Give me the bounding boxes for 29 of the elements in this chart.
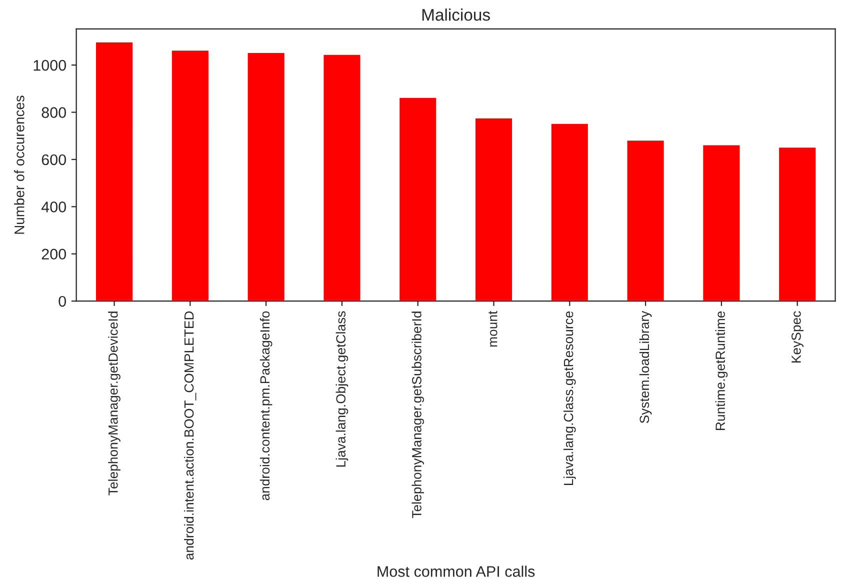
bar <box>398 96 438 302</box>
x-tick-label: android.content.pm.PackageInfo <box>260 311 272 500</box>
x-tick-label: Ljava.lang.Class.getResource <box>563 311 576 485</box>
x-tick-label: KeySpec <box>792 311 804 363</box>
bar <box>702 144 742 302</box>
y-tick-label: 800 <box>42 107 66 118</box>
y-tick-label: 400 <box>41 202 66 212</box>
x-tick-label: android.intent.action.BOOT_COMPLETED <box>184 311 196 560</box>
y-tick-label: 600 <box>42 154 66 166</box>
x-tick-label: Ljava.lang.Object.getClass <box>336 311 348 467</box>
x-tick-label: TelephonyManager.getSubscriberId <box>412 312 424 518</box>
bar <box>626 139 666 302</box>
bar <box>474 117 514 302</box>
x-axis-title: Most common API calls <box>378 566 535 577</box>
bar <box>778 146 817 302</box>
y-tick-label: 200 <box>42 248 66 260</box>
x-tick-label: TelephonyManager.getDeviceId <box>108 312 120 496</box>
bar <box>94 41 134 302</box>
bar <box>322 54 362 302</box>
x-tick-label: System.loadLibrary <box>639 310 652 424</box>
bar <box>550 122 590 302</box>
x-tick-label: Runtime.getRuntime <box>715 311 728 430</box>
bar <box>246 52 286 302</box>
x-tick-label: mount <box>488 310 498 347</box>
bar <box>170 49 210 302</box>
chart-title: Malicious <box>422 8 490 21</box>
y-tick-label: 0 <box>58 296 66 307</box>
y-axis-title: Number of occurences <box>14 96 24 234</box>
y-tick-label: 1000 <box>34 60 66 71</box>
